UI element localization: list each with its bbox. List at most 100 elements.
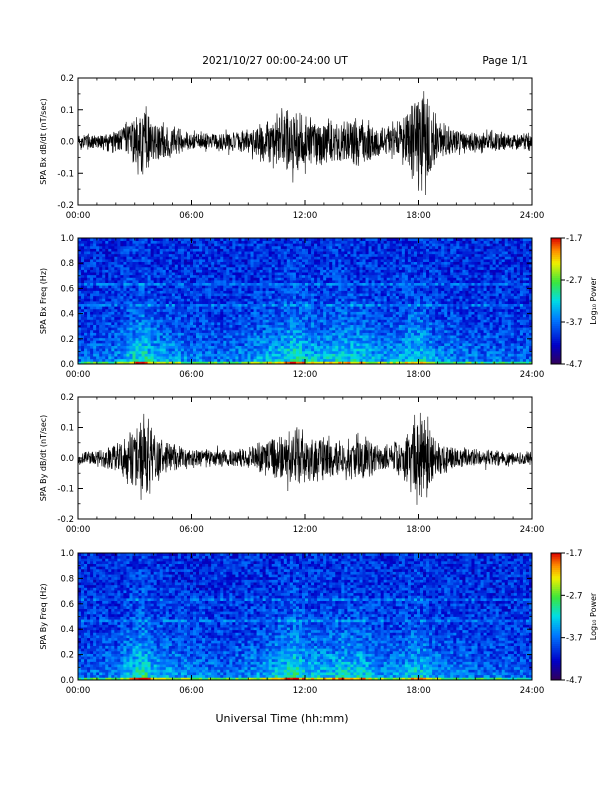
heat-cell xyxy=(290,346,293,349)
heat-cell xyxy=(356,338,359,341)
heat-cell xyxy=(247,296,250,299)
heat-cell xyxy=(223,264,226,267)
heat-cell xyxy=(169,309,172,312)
heat-cell xyxy=(344,280,347,283)
heat-cell xyxy=(363,348,366,351)
heat-cell xyxy=(211,309,214,312)
heat-cell xyxy=(338,291,341,294)
heat-cell xyxy=(126,309,129,312)
heat-cell xyxy=(102,312,105,315)
heat-cell xyxy=(269,325,272,328)
heat-cell xyxy=(139,291,142,294)
heat-cell xyxy=(96,243,99,246)
heat-cell xyxy=(196,249,199,252)
heat-cell xyxy=(269,301,272,304)
heat-cell xyxy=(356,327,359,330)
heat-cell xyxy=(311,280,314,283)
heat-cell xyxy=(160,346,163,349)
heat-cell xyxy=(145,354,148,357)
heat-cell xyxy=(278,330,281,333)
heat-cell xyxy=(220,262,223,265)
heat-cell xyxy=(293,296,296,299)
heat-cell xyxy=(335,348,338,351)
heat-cell xyxy=(205,304,208,307)
heat-cell xyxy=(247,346,250,349)
heat-cell xyxy=(223,272,226,275)
heat-cell xyxy=(172,301,175,304)
heat-cell xyxy=(384,330,387,333)
heat-cell xyxy=(166,351,169,354)
heat-cell xyxy=(181,296,184,299)
heat-cell xyxy=(102,330,105,333)
heat-cell xyxy=(84,354,87,357)
heat-cell xyxy=(169,277,172,280)
heat-cell xyxy=(151,351,154,354)
heat-cell xyxy=(384,343,387,346)
heat-cell xyxy=(275,243,278,246)
heat-cell xyxy=(338,354,341,357)
heat-cell xyxy=(232,283,235,286)
heat-cell xyxy=(175,335,178,338)
heat-cell xyxy=(287,301,290,304)
heat-cell xyxy=(366,312,369,315)
heat-cell xyxy=(369,314,372,317)
heat-cell xyxy=(344,348,347,351)
heat-cell xyxy=(169,270,172,273)
heat-cell xyxy=(229,327,232,330)
heat-cell xyxy=(217,348,220,351)
heat-cell xyxy=(247,243,250,246)
heat-cell xyxy=(154,354,157,357)
heat-cell xyxy=(378,356,381,359)
heat-cell xyxy=(132,306,135,309)
heat-cell xyxy=(151,317,154,320)
heat-cell xyxy=(220,343,223,346)
heat-cell xyxy=(151,293,154,296)
heat-cell xyxy=(129,241,132,244)
heat-cell xyxy=(366,241,369,244)
heat-cell xyxy=(148,356,151,359)
heat-cell xyxy=(238,343,241,346)
heat-cell xyxy=(323,335,326,338)
heat-cell xyxy=(160,304,163,307)
heat-cell xyxy=(254,348,257,351)
heat-cell xyxy=(359,354,362,357)
heat-cell xyxy=(299,312,302,315)
heat-cell xyxy=(90,335,93,338)
heat-cell xyxy=(157,343,160,346)
heat-cell xyxy=(353,270,356,273)
heat-cell xyxy=(208,325,211,328)
heat-cell xyxy=(160,293,163,296)
heat-cell xyxy=(338,267,341,270)
heat-cell xyxy=(93,275,96,278)
heat-cell xyxy=(254,262,257,265)
heat-cell xyxy=(184,267,187,270)
heat-cell xyxy=(163,325,166,328)
heat-cell xyxy=(172,327,175,330)
heat-cell xyxy=(332,322,335,325)
heat-cell xyxy=(251,343,254,346)
heat-cell xyxy=(223,319,226,322)
heat-cell xyxy=(202,283,205,286)
heat-cell xyxy=(293,306,296,309)
heat-cell xyxy=(281,298,284,301)
heat-cell xyxy=(114,285,117,288)
heat-cell xyxy=(105,270,108,273)
heat-cell xyxy=(120,327,123,330)
heat-cell xyxy=(129,251,132,254)
heat-cell xyxy=(350,270,353,273)
heat-cell xyxy=(187,275,190,278)
y-tick-label: 0.2 xyxy=(60,74,74,84)
heat-cell xyxy=(78,359,81,362)
heat-cell xyxy=(172,298,175,301)
heat-cell xyxy=(148,293,151,296)
heat-cell xyxy=(139,356,142,359)
heat-cell xyxy=(229,351,232,354)
heat-cell xyxy=(142,322,145,325)
heat-cell xyxy=(257,272,260,275)
heat-cell xyxy=(199,330,202,333)
heat-cell xyxy=(136,322,139,325)
heat-cell xyxy=(111,277,114,280)
heat-cell xyxy=(178,283,181,286)
heat-cell xyxy=(308,283,311,286)
heat-cell xyxy=(190,280,193,283)
